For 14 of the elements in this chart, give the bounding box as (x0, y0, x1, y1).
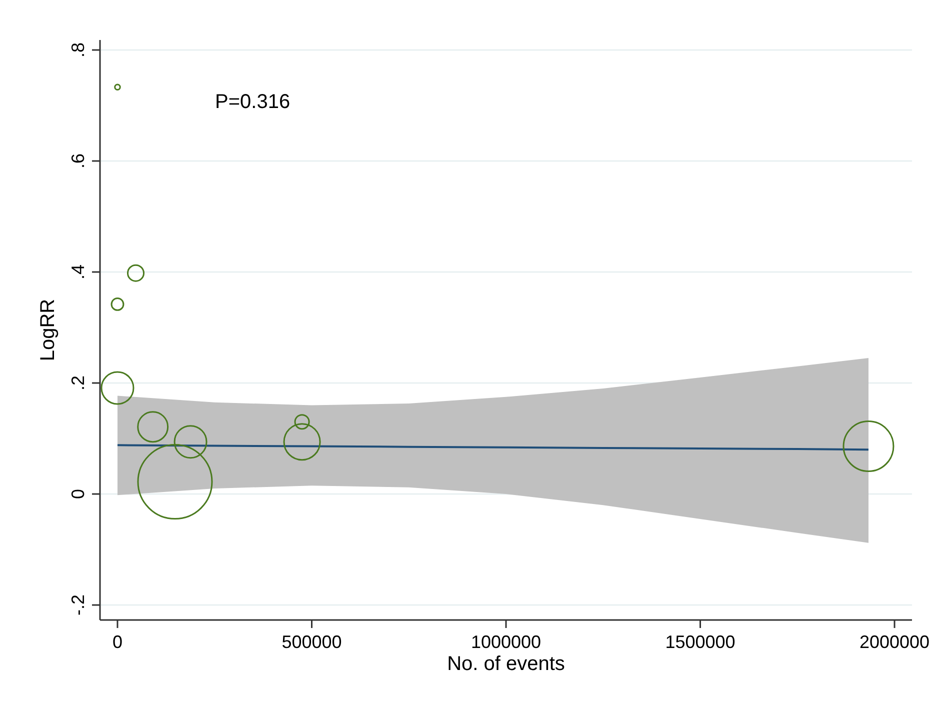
x-axis-title: No. of events (447, 653, 565, 675)
x-tick-label: 1500000 (665, 632, 736, 652)
y-axis-title: LogRR (37, 298, 59, 362)
x-tick-label: 2000000 (859, 632, 930, 652)
annotation: P=0.316 (215, 91, 290, 113)
y-tick-label: .6 (68, 153, 88, 169)
x-tick-label: 500000 (282, 632, 342, 652)
x-tick-label: 0 (112, 632, 122, 652)
y-tick-label: 0 (68, 489, 88, 500)
y-tick-label: .8 (68, 42, 88, 58)
y-tick-label: .2 (68, 375, 88, 391)
y-tick-label: .4 (68, 264, 88, 280)
x-tick-label: 1000000 (470, 632, 542, 652)
y-tick-label: -.2 (68, 594, 88, 616)
